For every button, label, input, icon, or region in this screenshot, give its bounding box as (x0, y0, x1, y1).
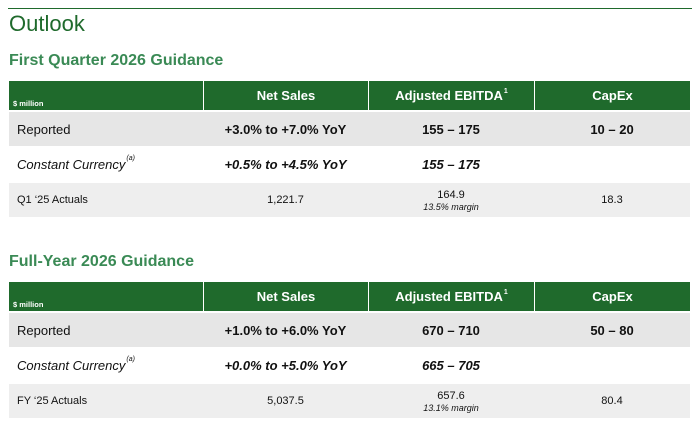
net-sales-value: +0.0% to +5.0% YoY (224, 358, 347, 373)
row-label: Constant Currency(a) (17, 355, 135, 373)
net-sales-value: +3.0% to +7.0% YoY (224, 121, 347, 137)
col-capex: CapEx (534, 282, 690, 311)
capex-value: 10 – 20 (590, 121, 634, 137)
unit-cell: $ million (9, 81, 203, 110)
unit-label: $ million (13, 300, 44, 309)
col-net-sales: Net Sales (203, 282, 368, 311)
net-sales-value: 1,221.7 (267, 194, 304, 206)
table-header: $ million Net Sales Adjusted EBITDA 1 Cap… (9, 81, 690, 110)
col-capex: CapEx (534, 81, 690, 110)
net-sales-value: +0.5% to +4.5% YoY (224, 157, 347, 172)
ebitda-value: 164.9 13.5% margin (368, 189, 534, 212)
top-rule (8, 8, 692, 9)
col-adjusted-ebitda: Adjusted EBITDA 1 (368, 81, 534, 110)
fy-guidance-table: $ million Net Sales Adjusted EBITDA 1 Cap… (9, 282, 690, 418)
table-row-constant-currency: Constant Currency(a) +0.0% to +5.0% YoY … (9, 347, 690, 384)
col-adjusted-ebitda: Adjusted EBITDA 1 (368, 282, 534, 311)
ebitda-value: 665 – 705 (422, 358, 480, 373)
page-title: Outlook (9, 11, 85, 36)
table-row-actuals: FY ‘25 Actuals 5,037.5 657.6 13.1% margin… (9, 384, 690, 418)
row-label: Q1 ‘25 Actuals (17, 194, 88, 206)
row-label: Reported (17, 121, 71, 137)
net-sales-value: +1.0% to +6.0% YoY (224, 322, 347, 338)
ebitda-value: 155 – 175 (422, 121, 480, 137)
table-row-constant-currency: Constant Currency(a) +0.5% to +4.5% YoY … (9, 146, 690, 183)
unit-label: $ million (13, 99, 44, 108)
ebitda-value: 155 – 175 (422, 157, 480, 172)
table-row-reported: Reported +3.0% to +7.0% YoY 155 – 175 10… (9, 112, 690, 146)
capex-value: 18.3 (601, 194, 623, 206)
row-label: FY ‘25 Actuals (17, 395, 88, 407)
fy-guidance-title: Full-Year 2026 Guidance (9, 253, 194, 270)
table-row-actuals: Q1 ‘25 Actuals 1,221.7 164.9 13.5% margin… (9, 183, 690, 217)
capex-value: 80.4 (601, 395, 623, 407)
ebitda-margin: 13.5% margin (423, 201, 479, 212)
ebitda-margin: 13.1% margin (423, 402, 479, 413)
row-label: Reported (17, 322, 71, 338)
col-net-sales: Net Sales (203, 81, 368, 110)
net-sales-value: 5,037.5 (267, 395, 304, 407)
unit-cell: $ million (9, 282, 203, 311)
q1-guidance-table: $ million Net Sales Adjusted EBITDA 1 Cap… (9, 81, 690, 217)
q1-guidance-title: First Quarter 2026 Guidance (9, 52, 224, 69)
table-row-reported: Reported +1.0% to +6.0% YoY 670 – 710 50… (9, 313, 690, 347)
table-header: $ million Net Sales Adjusted EBITDA 1 Cap… (9, 282, 690, 311)
row-label: Constant Currency(a) (17, 154, 135, 172)
ebitda-value: 670 – 710 (422, 322, 480, 338)
capex-value: 50 – 80 (590, 322, 634, 338)
ebitda-value: 657.6 13.1% margin (368, 390, 534, 413)
